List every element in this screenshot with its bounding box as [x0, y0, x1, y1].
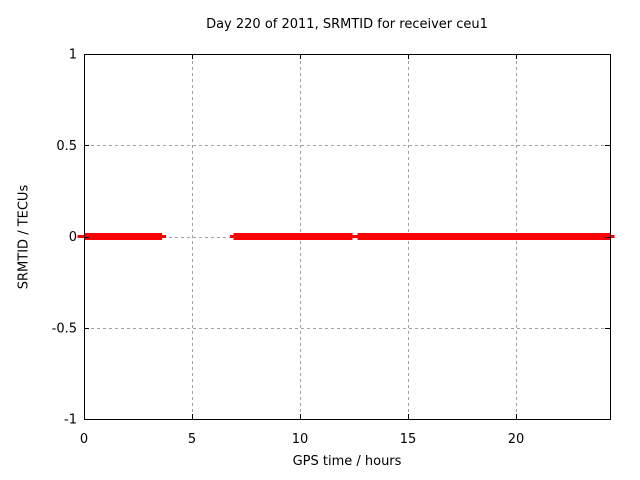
- srmtid-line-segment: [610, 235, 615, 238]
- y-tick-label: 0.5: [56, 139, 77, 154]
- srmtid-line-segment: [162, 235, 167, 238]
- y-tick-label: -0.5: [52, 321, 77, 336]
- y-tick-label: 1: [69, 48, 77, 63]
- srmtid-line-segment: [77, 235, 84, 238]
- srmtid-line-segment: [352, 235, 358, 238]
- y-tick-label: 0: [69, 230, 77, 245]
- chart-title: Day 220 of 2011, SRMTID for receiver ceu…: [206, 17, 488, 32]
- srmtid-line-segment: [229, 235, 234, 238]
- x-axis-title: GPS time / hours: [292, 454, 402, 469]
- x-tick-label: 20: [508, 432, 525, 447]
- x-tick-label: 5: [188, 432, 196, 447]
- x-tick-label: 10: [292, 432, 309, 447]
- srmtid-line-segment: [84, 233, 163, 240]
- srmtid-line-segment: [357, 233, 610, 240]
- x-tick-label: 0: [80, 432, 88, 447]
- srmtid-line-segment: [233, 233, 353, 240]
- x-tick-label: 15: [400, 432, 417, 447]
- y-tick-label: -1: [64, 413, 77, 428]
